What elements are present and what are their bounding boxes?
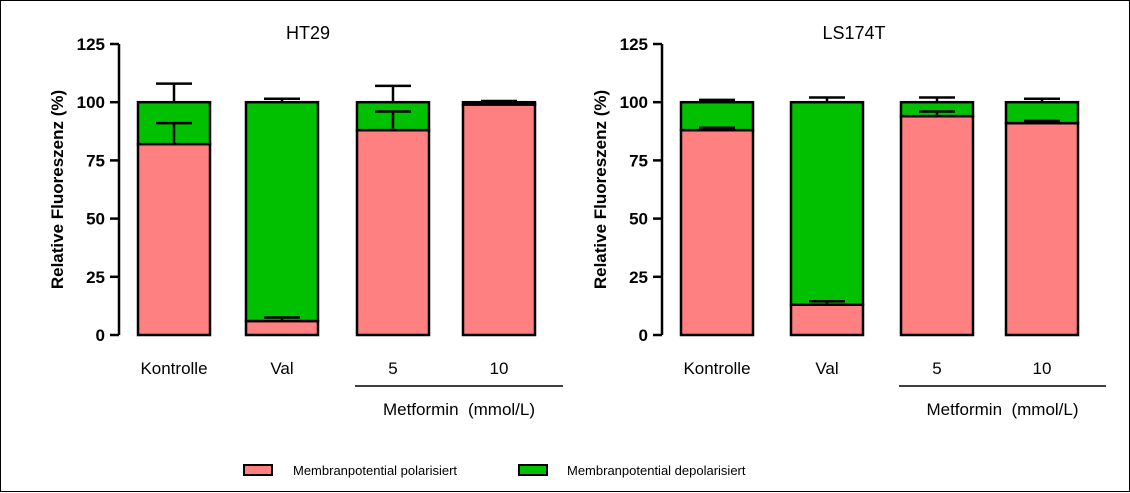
y-tick-label: 0 [639,326,648,345]
y-tick-label: 125 [77,35,105,54]
y-tick-label: 125 [620,35,648,54]
group-label: Metformin (mmol/L) [926,400,1078,419]
y-axis-label: Relative Fluoreszenz (%) [591,90,610,289]
x-category-label: Val [270,359,293,378]
y-tick-label: 75 [629,151,648,170]
x-category-label: Kontrolle [683,359,750,378]
group-label: Metformin (mmol/L) [383,400,535,419]
y-tick-label: 0 [96,326,105,345]
y-tick-label: 100 [620,93,648,112]
legend-swatch [243,464,273,476]
bar-polarisiert [136,142,212,337]
x-category-label: 10 [1033,359,1052,378]
chart-title: LS174T [822,23,885,43]
y-axis-label: Relative Fluoreszenz (%) [48,90,67,289]
x-category-label: 5 [932,359,941,378]
bar-depolarisiert [679,100,755,132]
bar-polarisiert [789,303,865,337]
y-tick-label: 50 [629,210,648,229]
y-tick-label: 75 [86,151,105,170]
chart-title: HT29 [286,23,330,43]
bar-polarisiert [899,114,975,337]
bar-polarisiert [244,319,320,337]
y-tick-label: 100 [77,93,105,112]
bar-depolarisiert [244,100,320,323]
y-tick-label: 25 [629,268,648,287]
bar-polarisiert [461,103,537,337]
bar-polarisiert [1004,121,1080,337]
bar-polarisiert [679,128,755,337]
y-tick-label: 25 [86,268,105,287]
x-category-label: Kontrolle [140,359,207,378]
y-tick-label: 50 [86,210,105,229]
legend-label: Membranpotential polarisiert [293,463,457,478]
x-category-label: Val [815,359,838,378]
legend-label: Membranpotential depolarisiert [567,463,746,478]
legend-swatch [518,464,548,476]
bar-polarisiert [355,128,431,337]
bar-depolarisiert [789,100,865,306]
x-category-label: 10 [490,359,509,378]
x-category-label: 5 [388,359,397,378]
